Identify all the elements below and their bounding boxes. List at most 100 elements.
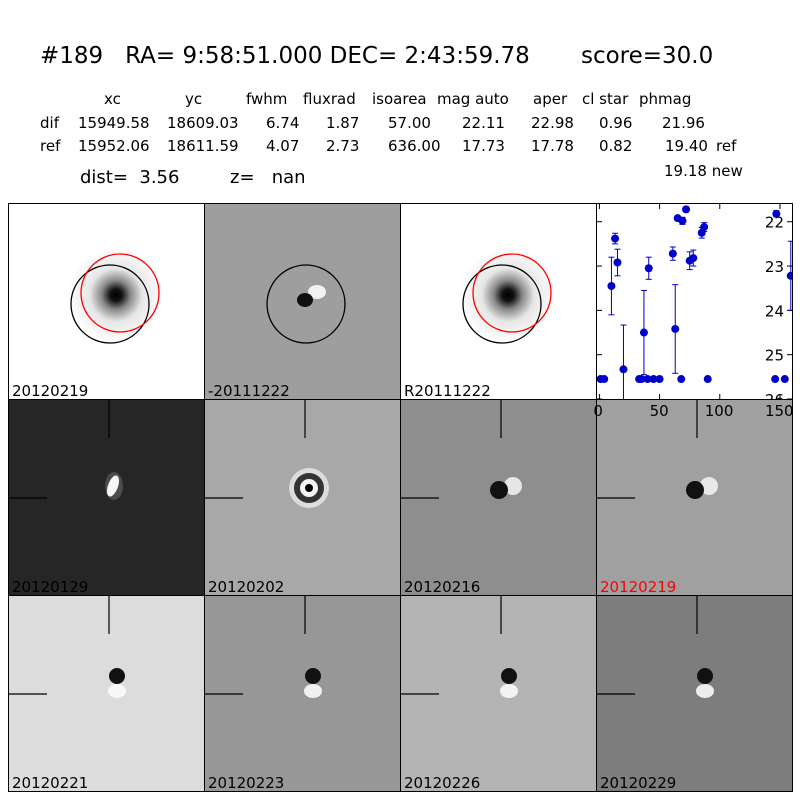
data-point <box>637 375 646 384</box>
data-point <box>607 281 616 290</box>
image-panel: 20120219 <box>8 203 205 400</box>
row-value: 17.73 <box>462 137 505 155</box>
panel-date-label: -20111222 <box>208 382 290 400</box>
row-label: dif <box>40 114 59 132</box>
panel-date-label: 20120219 <box>600 578 677 596</box>
data-point <box>600 375 609 384</box>
y-tick-label: 25 <box>765 347 784 365</box>
row-value: 0.82 <box>599 137 633 155</box>
image-panel: 20120202 <box>204 399 401 596</box>
data-point <box>611 234 620 243</box>
aperture-red <box>472 253 552 333</box>
title: #189 RA= 9:58:51.000 DEC= 2:43:59.78 sco… <box>40 43 714 69</box>
column-header: aper <box>533 90 568 108</box>
image-panel: 20120129 <box>8 399 205 596</box>
cutout-image <box>401 596 518 698</box>
data-point <box>643 375 652 384</box>
panel-date-label: 20120223 <box>208 774 285 792</box>
data-point <box>682 205 691 214</box>
row-value: 22.98 <box>531 114 574 132</box>
x-tick-label: 100 <box>704 402 734 420</box>
panel-date-label: 20120221 <box>12 774 89 792</box>
row-value: 6.74 <box>266 114 300 132</box>
cutout-image <box>9 596 126 698</box>
row-value: 4.07 <box>266 137 300 155</box>
x-tick-label: 0 <box>593 402 603 420</box>
row-value: 15952.06 <box>78 137 150 155</box>
data-point <box>639 328 648 337</box>
data-point <box>644 264 653 273</box>
row-label: ref <box>40 137 61 155</box>
image-panel: R20111222 <box>400 203 597 400</box>
column-header: phmag <box>639 90 692 108</box>
row-value: 18609.03 <box>167 114 239 132</box>
data-point <box>772 209 781 218</box>
row-value: 2.73 <box>326 137 360 155</box>
image-panel: 20120229 <box>596 595 793 792</box>
panel-date-label: 20120129 <box>12 578 89 596</box>
cutout-image <box>205 400 329 508</box>
distance: dist= 3.56 <box>80 167 180 188</box>
panel-date-label: 20120216 <box>404 578 481 596</box>
cutout-image <box>205 596 322 698</box>
data-point <box>786 271 792 280</box>
redshift: z= nan <box>230 167 306 188</box>
data-point <box>677 375 686 384</box>
row-value: 1.87 <box>326 114 360 132</box>
y-tick-label: 22 <box>765 214 784 232</box>
column-header: xc <box>104 90 121 108</box>
column-header: fwhm <box>246 90 288 108</box>
data-point <box>668 249 677 258</box>
cutout-image <box>460 247 556 344</box>
panel-date-label: 20120219 <box>12 382 89 400</box>
cutout-image <box>401 400 522 499</box>
y-tick-label: 23 <box>765 258 784 276</box>
row-value: 22.11 <box>462 114 505 132</box>
data-point <box>689 254 698 263</box>
column-header: yc <box>185 90 203 108</box>
data-point <box>613 258 622 267</box>
row-extra: ref <box>716 137 737 155</box>
y-tick-label: 26 <box>765 391 784 400</box>
image-panel: 20120226 <box>400 595 597 792</box>
data-point <box>649 375 658 384</box>
panel-date-label: 20120229 <box>600 774 677 792</box>
panel-date-label: R20111222 <box>404 382 491 400</box>
cutout-image <box>68 247 164 344</box>
panel-date-label: 20120202 <box>208 578 285 596</box>
image-panel: 20120221 <box>8 595 205 792</box>
aperture-red <box>80 253 160 333</box>
data-point <box>671 324 680 333</box>
new-mag: 19.18 new <box>664 162 743 180</box>
light-curve: 22 23 24 25 26 <box>597 204 792 400</box>
column-header: fluxrad <box>303 90 356 108</box>
row-value: 18611.59 <box>167 137 239 155</box>
row-value: 15949.58 <box>78 114 150 132</box>
data-point <box>780 375 789 384</box>
image-panel: 20120216 <box>400 399 597 596</box>
row-value: 19.40 <box>665 137 708 155</box>
x-tick-label: 50 <box>649 402 669 420</box>
row-value: 636.00 <box>388 137 441 155</box>
light-curve-panel: 22 23 24 25 26 <box>596 203 793 400</box>
data-point <box>619 365 628 374</box>
data-point <box>678 216 687 225</box>
column-header: isoarea <box>372 90 427 108</box>
row-value: 21.96 <box>662 114 705 132</box>
data-point <box>700 223 709 232</box>
cutout-image <box>597 400 718 499</box>
data-point <box>771 375 780 384</box>
column-header: mag auto <box>437 90 509 108</box>
image-panel: 20120223 <box>204 595 401 792</box>
x-tick-label: 150 <box>764 402 794 420</box>
aperture-black <box>462 264 542 344</box>
row-value: 57.00 <box>388 114 431 132</box>
image-panel: 20120219 <box>596 399 793 596</box>
cutout-image <box>597 596 714 698</box>
image-panel: -20111222 <box>204 203 401 400</box>
aperture-black <box>70 264 150 344</box>
y-tick-label: 24 <box>765 302 784 320</box>
data-point <box>655 375 664 384</box>
cutout-image <box>9 400 123 500</box>
data-point <box>703 375 712 384</box>
